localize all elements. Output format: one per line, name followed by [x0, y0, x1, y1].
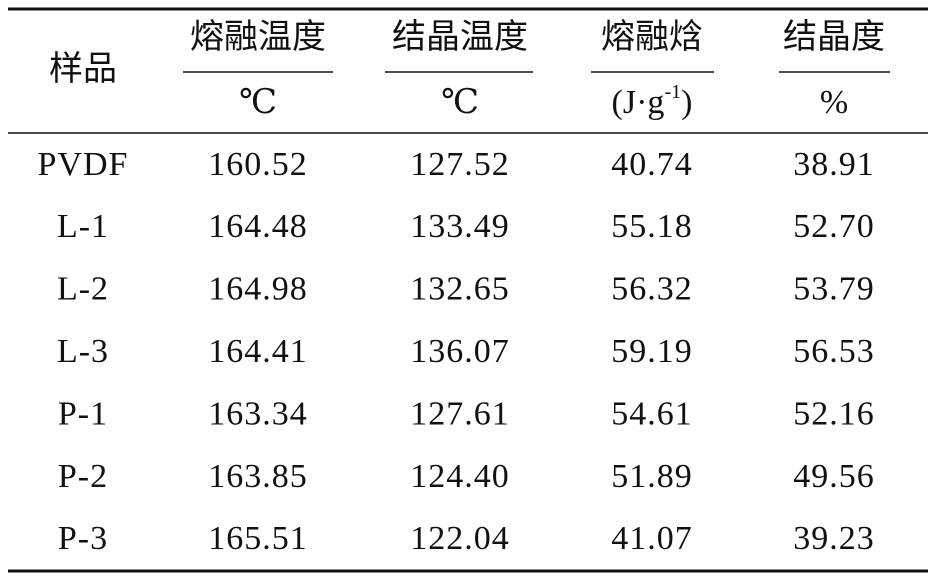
cell-value: 165.51 [208, 520, 308, 557]
cell-value: 136.07 [410, 333, 510, 370]
cell-value: 38.91 [793, 146, 875, 183]
cell-value: 163.34 [208, 395, 308, 432]
cell-value: 164.41 [208, 333, 308, 370]
cell-value: 39.23 [793, 520, 875, 557]
sample-name: L-1 [57, 208, 109, 245]
cell-value: 164.98 [208, 271, 308, 308]
column-name: 熔融温度 [190, 18, 326, 56]
column-unit: ℃ [239, 84, 277, 121]
cell-value: 160.52 [208, 146, 308, 183]
cell-value: 127.52 [410, 146, 510, 183]
cell-value: 164.48 [208, 208, 308, 245]
cell-value: 53.79 [793, 271, 875, 308]
cell-value: 52.16 [793, 395, 875, 432]
sample-name: P-3 [58, 520, 108, 557]
unit-part: ) [681, 84, 692, 121]
cell-value: 51.89 [611, 458, 693, 495]
cell-value: 40.74 [611, 146, 693, 183]
cell-value: 127.61 [410, 395, 510, 432]
sample-name: P-2 [58, 458, 108, 495]
sample-name: L-2 [57, 271, 109, 308]
unit-part: (J·g [612, 84, 665, 121]
cell-value: 41.07 [611, 520, 693, 557]
cell-value: 132.65 [410, 271, 510, 308]
cell-value: 52.70 [793, 208, 875, 245]
sample-header: 样品 [49, 50, 117, 88]
cell-value: 49.56 [793, 458, 875, 495]
cell-value: 122.04 [410, 520, 510, 557]
cell-value: 133.49 [410, 208, 510, 245]
cell-value: 163.85 [208, 458, 308, 495]
cell-value: 55.18 [611, 208, 693, 245]
cell-value: 56.53 [793, 333, 875, 370]
column-name: 结晶温度 [392, 18, 528, 56]
column-unit: % [820, 84, 848, 121]
sample-name: P-1 [58, 395, 108, 432]
unit-superscript: -1 [664, 81, 681, 103]
column-unit: ℃ [441, 84, 479, 121]
cell-value: 56.32 [611, 271, 693, 308]
column-unit: (J·g-1) [612, 81, 693, 121]
column-name: 熔融焓 [601, 18, 703, 56]
cell-value: 59.19 [611, 333, 693, 370]
column-name: 结晶度 [783, 18, 885, 56]
sample-name: PVDF [38, 146, 129, 183]
sample-name: L-3 [57, 333, 109, 370]
cell-value: 54.61 [611, 395, 693, 432]
cell-value: 124.40 [410, 458, 510, 495]
